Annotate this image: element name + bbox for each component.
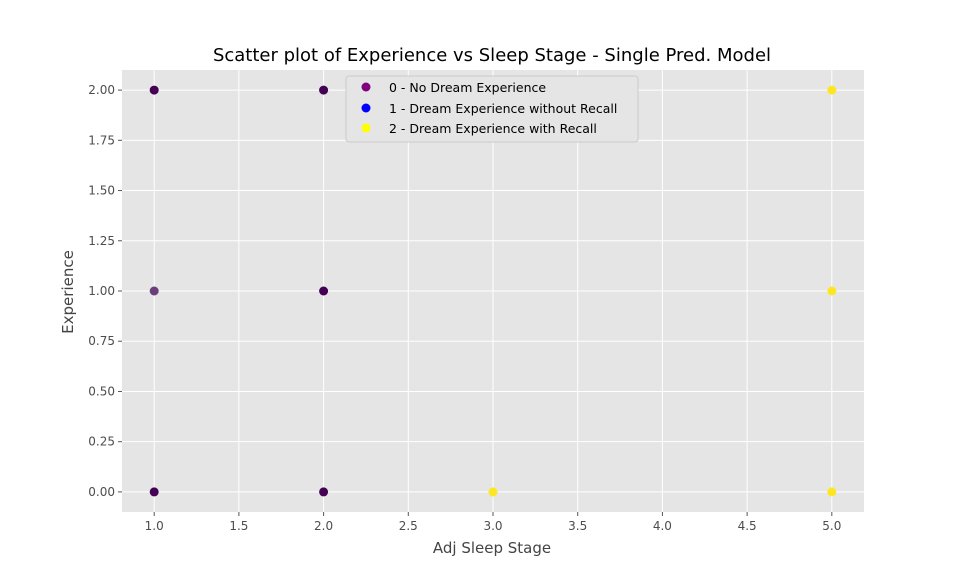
y-tick-label: 1.00 [88, 284, 115, 298]
legend-marker-0 [361, 82, 371, 92]
legend-marker-2 [361, 123, 371, 133]
x-tick-label: 1.5 [229, 519, 248, 533]
x-tick-label: 3.5 [568, 519, 587, 533]
x-tick-label: 2.5 [399, 519, 418, 533]
legend-marker-1 [361, 103, 371, 113]
scatter-point [488, 487, 498, 497]
chart-title: Scatter plot of Experience vs Sleep Stag… [213, 45, 771, 66]
y-tick-label: 1.50 [88, 184, 115, 198]
y-tick-label: 0.75 [88, 334, 115, 348]
scatter-point [319, 85, 329, 95]
x-tick-label: 4.0 [653, 519, 672, 533]
x-tick-label: 5.0 [822, 519, 841, 533]
scatter-point [319, 487, 329, 497]
scatter-point [827, 286, 837, 296]
x-tick-label: 4.5 [738, 519, 757, 533]
scatter-point [149, 85, 159, 95]
x-axis-ticks: 1.0 1.5 2.0 2.5 3.0 3.5 4.0 4.5 5.0 [145, 512, 841, 533]
legend-label-1: 1 - Dream Experience without Recall [389, 101, 617, 116]
y-tick-label: 1.25 [88, 234, 115, 248]
y-tick-label: 2.00 [88, 83, 115, 97]
scatter-point [319, 286, 329, 296]
y-tick-label: 1.75 [88, 133, 115, 147]
legend-box [345, 75, 639, 143]
y-tick-label: 0.50 [88, 384, 115, 398]
y-axis-label: Experience [59, 250, 77, 334]
x-tick-label: 1.0 [145, 519, 164, 533]
y-tick-label: 0.25 [88, 435, 115, 449]
y-tick-label: 0.00 [88, 485, 115, 499]
scatter-point [149, 487, 159, 497]
scatter-point [149, 286, 159, 296]
x-axis-label: Adj Sleep Stage [433, 539, 551, 557]
legend-label-0: 0 - No Dream Experience [389, 80, 546, 95]
data-points [149, 85, 837, 497]
y-axis-ticks: 0.00 0.25 0.50 0.75 1.00 1.25 1.50 1.75 2.00 [88, 83, 122, 499]
x-tick-label: 3.0 [483, 519, 502, 533]
scatter-point [827, 85, 837, 95]
legend-label-2: 2 - Dream Experience with Recall [389, 121, 597, 136]
scatter-point [827, 487, 837, 497]
x-tick-label: 2.0 [314, 519, 333, 533]
legend: 0 - No Dream Experience 1 - Dream Experi… [345, 75, 639, 143]
